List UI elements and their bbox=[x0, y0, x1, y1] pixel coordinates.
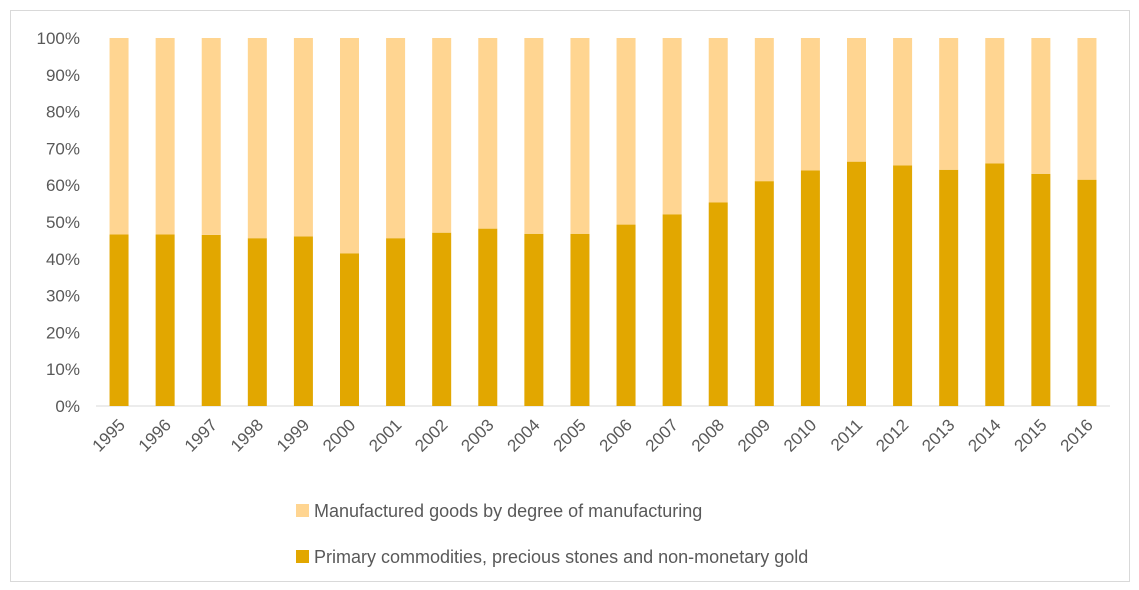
bar-primary-commodities bbox=[1031, 173, 1051, 406]
x-tick-label: 2010 bbox=[780, 415, 820, 455]
y-tick-label: 10% bbox=[46, 360, 80, 379]
x-tick-label: 1998 bbox=[227, 415, 267, 455]
bar-primary-commodities bbox=[893, 165, 913, 406]
bar-manufactured-goods bbox=[432, 38, 452, 233]
bar-primary-commodities bbox=[247, 238, 267, 406]
bar-primary-commodities bbox=[201, 234, 221, 406]
y-tick-label: 40% bbox=[46, 250, 80, 269]
y-tick-label: 20% bbox=[46, 323, 80, 342]
legend-label-manufactured-goods: Manufactured goods by degree of manufact… bbox=[314, 501, 702, 521]
x-tick-label: 2003 bbox=[457, 415, 497, 455]
y-tick-label: 0% bbox=[55, 397, 80, 416]
bar-manufactured-goods bbox=[109, 38, 129, 235]
x-tick-label: 2004 bbox=[504, 415, 544, 455]
bar-primary-commodities bbox=[800, 170, 820, 406]
bar-manufactured-goods bbox=[1031, 38, 1051, 174]
y-tick-label: 70% bbox=[46, 139, 80, 158]
bar-manufactured-goods bbox=[1077, 38, 1097, 180]
bar-primary-commodities bbox=[432, 232, 452, 406]
bar-primary-commodities bbox=[939, 169, 959, 406]
bar-manufactured-goods bbox=[893, 38, 913, 166]
bar-manufactured-goods bbox=[616, 38, 636, 225]
bar-manufactured-goods bbox=[524, 38, 544, 234]
bar-manufactured-goods bbox=[570, 38, 590, 234]
bar-manufactured-goods bbox=[478, 38, 498, 229]
y-tick-label: 60% bbox=[46, 176, 80, 195]
x-tick-label: 2006 bbox=[596, 415, 636, 455]
bar-manufactured-goods bbox=[847, 38, 866, 162]
bar-primary-commodities bbox=[662, 214, 682, 406]
x-tick-label: 1999 bbox=[273, 415, 313, 455]
x-tick-label: 1996 bbox=[135, 415, 175, 455]
bar-primary-commodities bbox=[708, 202, 728, 406]
bar-manufactured-goods bbox=[754, 38, 774, 182]
y-tick-label: 50% bbox=[46, 213, 80, 232]
x-tick-label: 2008 bbox=[688, 415, 728, 455]
x-tick-label: 1997 bbox=[181, 415, 221, 455]
x-tick-label: 2015 bbox=[1011, 415, 1051, 455]
bar-manufactured-goods bbox=[800, 38, 820, 171]
bar-primary-commodities bbox=[386, 238, 406, 406]
y-tick-label: 90% bbox=[46, 66, 80, 85]
x-tick-label: 2007 bbox=[642, 415, 682, 455]
bar-primary-commodities bbox=[109, 234, 129, 406]
bar-primary-commodities bbox=[155, 234, 175, 406]
x-tick-label: 2016 bbox=[1057, 415, 1097, 455]
bar-manufactured-goods bbox=[708, 38, 728, 203]
bar-primary-commodities bbox=[340, 253, 359, 406]
bar-manufactured-goods bbox=[201, 38, 221, 235]
bar-manufactured-goods bbox=[386, 38, 406, 239]
x-axis: 1995 1996 1997 1998 1999 2000 2001 2002 2003 2004… bbox=[89, 405, 1110, 456]
bar-primary-commodities bbox=[293, 236, 313, 406]
x-tick-label: 2009 bbox=[734, 415, 774, 455]
bar-primary-commodities bbox=[616, 224, 636, 406]
x-tick-label: 2011 bbox=[827, 415, 866, 454]
bar-primary-commodities bbox=[1077, 179, 1097, 406]
x-tick-label: 2001 bbox=[365, 415, 405, 455]
bar-manufactured-goods bbox=[985, 38, 1005, 164]
bar-manufactured-goods bbox=[247, 38, 267, 239]
y-axis: 0% 10% 20% 30% 40% 50% 60% 70% 80% 90% 100% bbox=[37, 29, 80, 416]
y-tick-label: 100% bbox=[37, 29, 80, 48]
bar-manufactured-goods bbox=[293, 38, 313, 237]
legend-swatch-primary-commodities bbox=[296, 550, 309, 563]
x-tick-label: 2013 bbox=[918, 415, 958, 455]
x-tick-label: 2002 bbox=[411, 415, 451, 455]
legend-label-primary-commodities: Primary commodities, precious stones and… bbox=[314, 547, 808, 567]
bar-primary-commodities bbox=[985, 163, 1005, 406]
x-tick-label: 1995 bbox=[89, 415, 129, 455]
legend-swatch-manufactured-goods bbox=[296, 504, 309, 517]
x-tick-label: 2000 bbox=[319, 415, 359, 455]
bar-primary-commodities bbox=[847, 161, 866, 406]
x-tick-label: 2014 bbox=[964, 415, 1004, 455]
bar-group bbox=[109, 38, 1097, 406]
y-tick-label: 80% bbox=[46, 103, 80, 122]
x-tick-label: 2012 bbox=[872, 415, 912, 455]
legend: Manufactured goods by degree of manufact… bbox=[296, 501, 808, 567]
bar-primary-commodities bbox=[524, 233, 544, 406]
bar-manufactured-goods bbox=[155, 38, 175, 235]
x-tick-label: 2005 bbox=[550, 415, 590, 455]
bar-manufactured-goods bbox=[340, 38, 359, 254]
bar-primary-commodities bbox=[478, 228, 498, 406]
bar-primary-commodities bbox=[754, 181, 774, 406]
bar-manufactured-goods bbox=[662, 38, 682, 215]
bar-primary-commodities bbox=[570, 233, 590, 406]
bar-manufactured-goods bbox=[939, 38, 959, 170]
y-tick-label: 30% bbox=[46, 287, 80, 306]
